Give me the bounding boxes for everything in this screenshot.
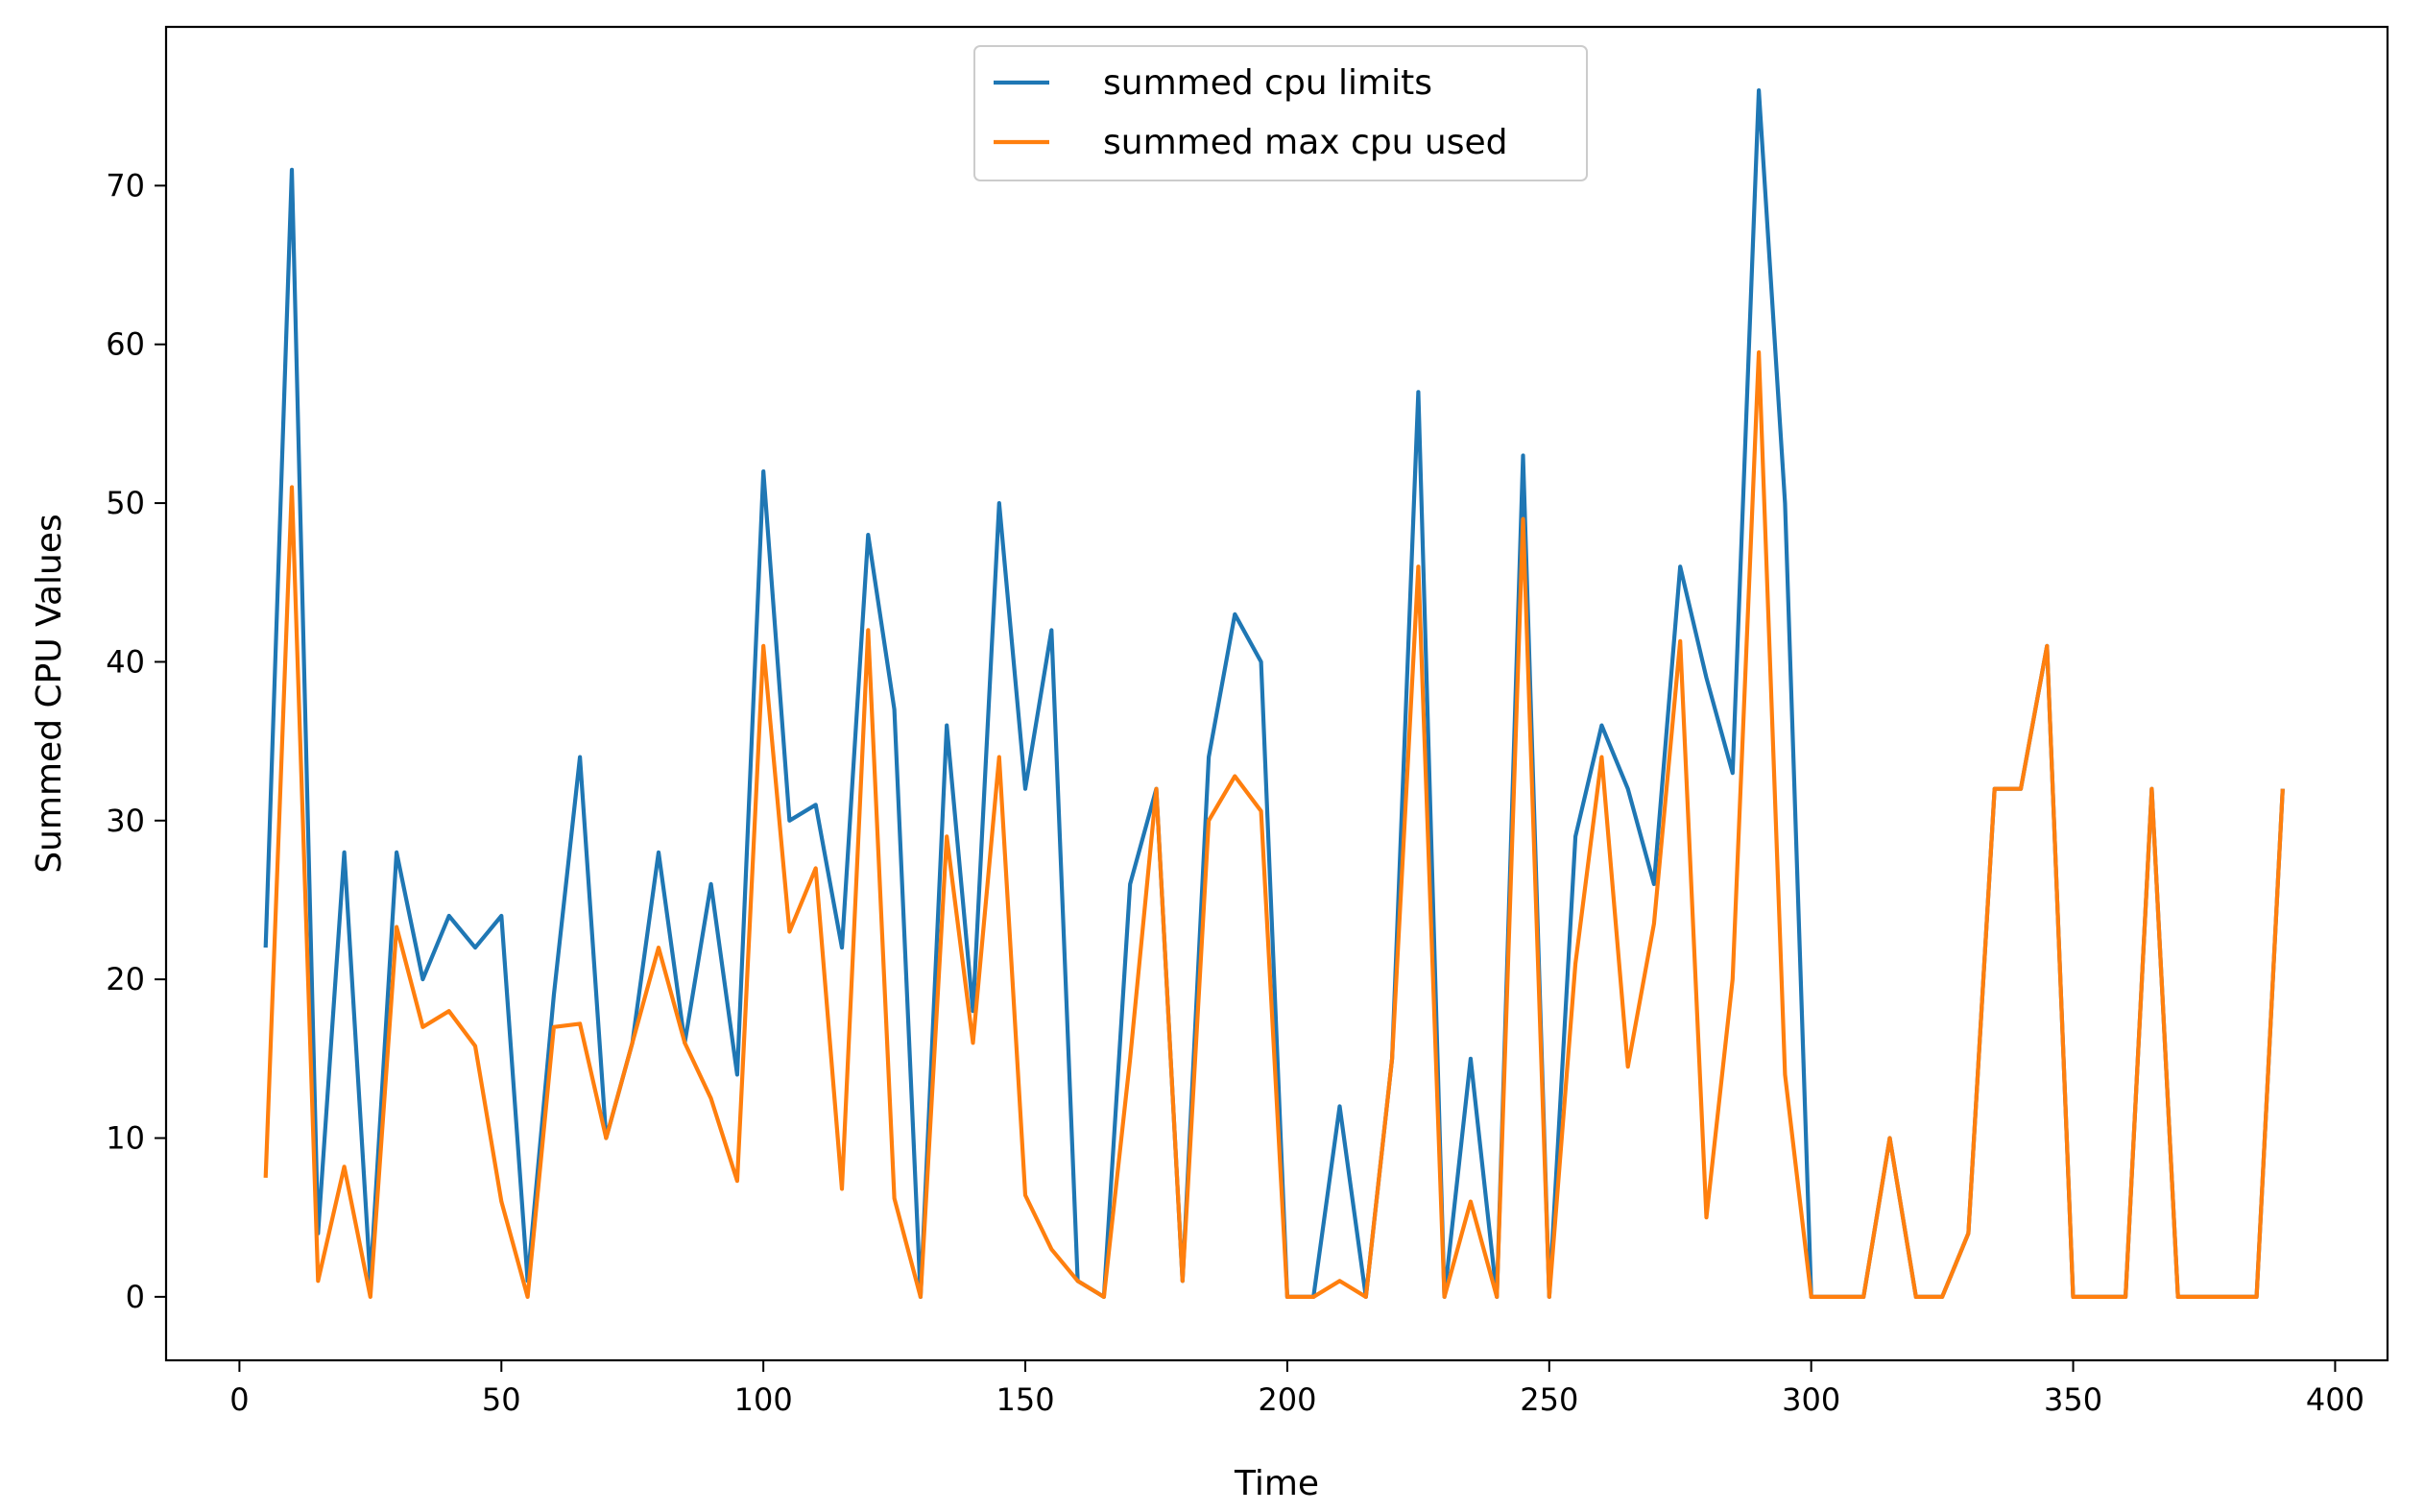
axes: 0 50 100 150 200 250 300 350 400 0 10 20 30 40 50 60 70 — [106, 25, 2389, 1418]
y-axis-title: Summed CPU Values — [30, 514, 69, 874]
x-tick-label: 100 — [734, 1381, 793, 1418]
legend: summed cpu limits summed max cpu used — [973, 45, 1588, 181]
legend-label-1: summed cpu limits — [1103, 63, 1432, 103]
y-tick-label: 20 — [106, 961, 145, 997]
y-tick-label: 60 — [106, 326, 145, 363]
y-tick-label: 10 — [106, 1120, 145, 1157]
y-tick-label: 30 — [106, 803, 145, 839]
x-tick-label: 250 — [1520, 1381, 1578, 1418]
plot-frame — [164, 25, 2389, 1362]
y-tick-label: 0 — [126, 1279, 145, 1315]
x-tick-label: 300 — [1782, 1381, 1840, 1418]
x-tick-label: 200 — [1258, 1381, 1316, 1418]
x-tick-label: 150 — [996, 1381, 1054, 1418]
series-line-1 — [263, 87, 2285, 1300]
y-tick-label: 40 — [106, 643, 145, 680]
x-tick-label: 400 — [2306, 1381, 2364, 1418]
x-axis-title: Time — [1234, 1464, 1319, 1503]
y-tick-label: 50 — [106, 485, 145, 521]
plot-area — [263, 87, 2285, 1300]
x-tick-label: 50 — [482, 1381, 521, 1418]
x-tick-label: 350 — [2044, 1381, 2102, 1418]
legend-label-2: summed max cpu used — [1103, 123, 1508, 162]
x-tick-label: 0 — [229, 1381, 249, 1418]
y-tick-label: 70 — [106, 167, 145, 204]
series-line-2 — [263, 349, 2285, 1300]
legend-box — [973, 45, 1588, 181]
